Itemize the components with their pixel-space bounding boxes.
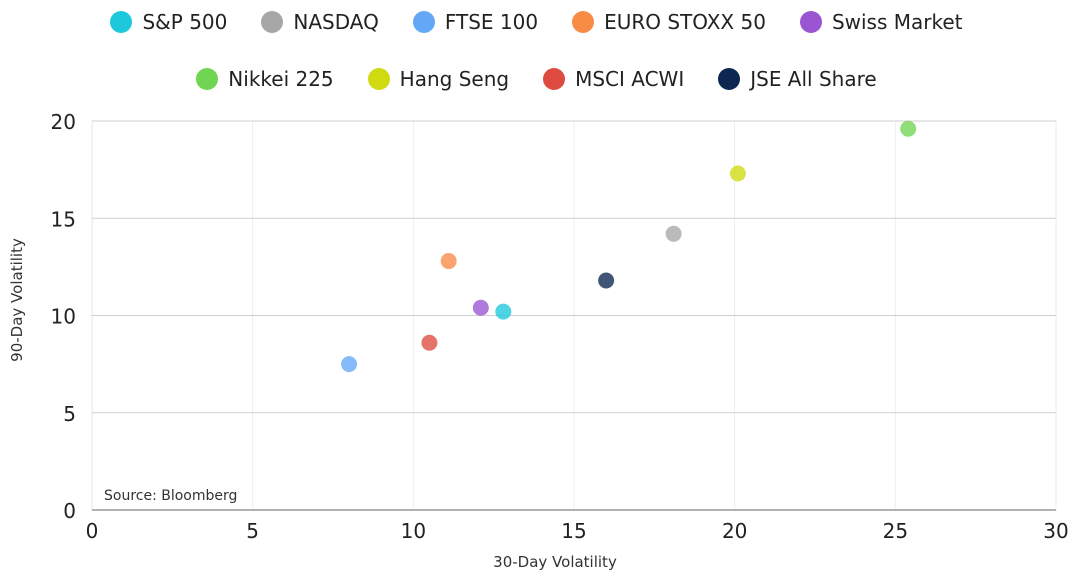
legend-label: Nikkei 225	[228, 67, 334, 91]
y-tick-label: 0	[63, 499, 76, 523]
point-hang-seng[interactable]	[729, 165, 746, 182]
legend-row-1: S&P 500 NASDAQ FTSE 100 EURO STOXX 50 Swiss …	[0, 10, 1073, 34]
legend-marker-icon	[718, 68, 741, 90]
point-swiss-market[interactable]	[472, 299, 489, 316]
legend-item[interactable]: MSCI ACWI	[543, 67, 684, 91]
point-nasdaq[interactable]	[665, 225, 682, 242]
legend-marker-icon	[367, 68, 390, 90]
x-tick-label: 5	[246, 519, 259, 543]
legend-marker-icon	[799, 11, 822, 33]
legend-marker-icon	[412, 11, 435, 33]
legend-item[interactable]: Swiss Market	[799, 10, 963, 34]
legend-item[interactable]: NASDAQ	[261, 10, 379, 34]
legend-label: Swiss Market	[831, 10, 963, 34]
y-tick-label: 10	[51, 305, 76, 329]
x-tick-label: 30	[1043, 519, 1068, 543]
legend-label: Hang Seng	[399, 67, 510, 91]
x-tick-label: 10	[401, 519, 426, 543]
legend-item[interactable]: EURO STOXX 50	[572, 10, 766, 34]
point-ftse-100[interactable]	[341, 356, 358, 373]
legend-marker-icon	[543, 68, 566, 90]
y-tick-label: 20	[51, 110, 76, 134]
legend-label: FTSE 100	[444, 10, 539, 34]
legend-row-2: Nikkei 225 Hang Seng MSCI ACWI JSE All Shar…	[0, 67, 1073, 91]
legend-label: MSCI ACWI	[575, 67, 685, 91]
legend-marker-icon	[196, 68, 219, 90]
legend-item[interactable]: S&P 500	[110, 10, 227, 34]
legend-item[interactable]: FTSE 100	[412, 10, 539, 34]
point-nikkei-225[interactable]	[900, 120, 917, 137]
x-axis-label: 30-Day Volatility	[493, 553, 617, 571]
x-tick-label: 20	[722, 519, 747, 543]
legend-label: S&P 500	[142, 10, 228, 34]
point-euro-stoxx-50[interactable]	[440, 253, 457, 270]
legend-item[interactable]: Nikkei 225	[196, 67, 334, 91]
point-msci-acwi[interactable]	[421, 334, 438, 351]
x-tick-label: 15	[561, 519, 586, 543]
legend-item[interactable]: JSE All Share	[718, 67, 877, 91]
legend-marker-icon	[572, 11, 595, 33]
legend-label: JSE All Share	[750, 67, 877, 91]
legend-marker-icon	[261, 11, 284, 33]
legend-marker-icon	[110, 11, 133, 33]
legend-label: EURO STOXX 50	[604, 10, 766, 34]
y-tick-label: 5	[63, 402, 76, 426]
y-axis-label: 90-Day Volatility	[8, 238, 26, 362]
point-jse-all-share[interactable]	[598, 272, 615, 289]
point-s-p-500[interactable]	[495, 303, 512, 320]
x-tick-label: 25	[883, 519, 908, 543]
legend-label: NASDAQ	[293, 10, 379, 34]
source-annotation: Source: Bloomberg	[104, 488, 237, 504]
y-tick-label: 15	[51, 207, 76, 231]
legend-item[interactable]: Hang Seng	[367, 67, 510, 91]
x-tick-label: 0	[86, 519, 99, 543]
